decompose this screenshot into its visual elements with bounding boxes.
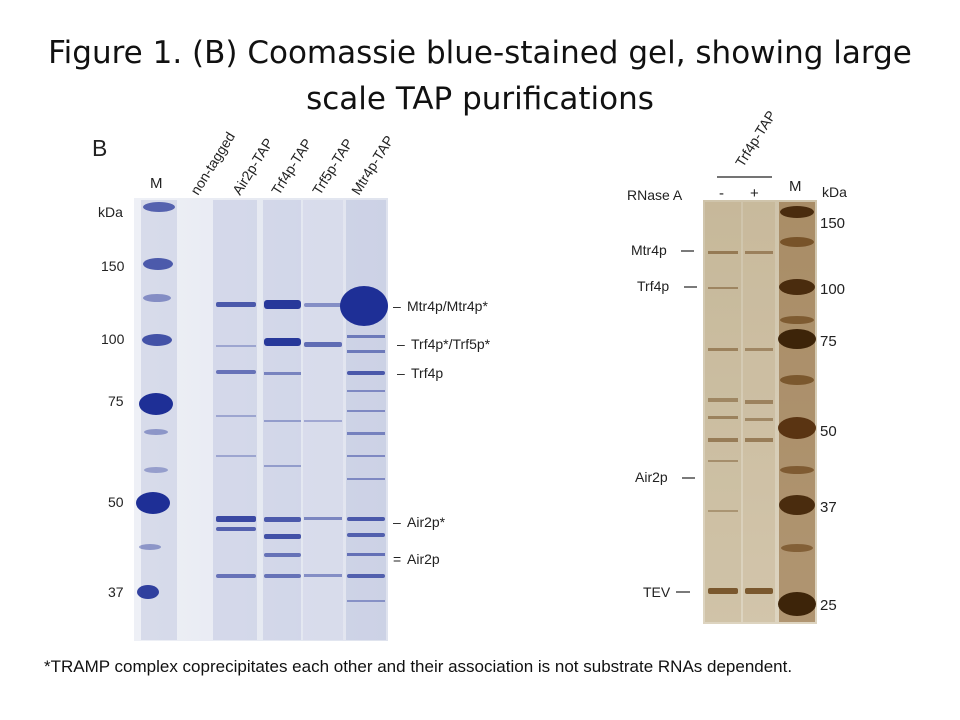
- construct-label: Trf4p-TAP: [732, 108, 779, 170]
- lane-label-mtr4p-tap: Mtr4p-TAP: [348, 133, 397, 198]
- band-dash: –: [393, 298, 401, 314]
- kda-unit-label: kDa: [98, 204, 123, 220]
- band-dash: =: [393, 551, 401, 567]
- lane-plus-label: +: [750, 185, 759, 202]
- mw-tick: 50: [108, 494, 124, 510]
- mw-tick: 150: [820, 215, 845, 232]
- mw-tick: 37: [820, 499, 837, 516]
- mw-tick: 150: [101, 258, 125, 274]
- band-label-mtr4p: Mtr4p: [631, 242, 667, 258]
- mw-tick: 75: [820, 333, 837, 350]
- band-label-trf4p: Trf4p: [637, 278, 669, 294]
- coomassie-lanes: [136, 200, 388, 640]
- kda-unit-label-right: kDa: [822, 184, 847, 200]
- marker-lane-label: M: [150, 175, 163, 192]
- mw-ticks-right: 150 100 75 50 37 25: [820, 215, 845, 614]
- mw-tick: 37: [108, 584, 124, 600]
- marker-lane-label-right: M: [789, 178, 802, 195]
- panel-label: B: [92, 135, 107, 161]
- mw-tick: 75: [108, 393, 124, 409]
- band-label-trf4p: Trf4p: [411, 365, 443, 381]
- band-dash: –: [393, 514, 401, 530]
- treatment-label: RNase A: [627, 187, 683, 203]
- lane-minus-label: -: [719, 185, 724, 202]
- mw-tick: 25: [820, 597, 837, 614]
- mw-tick: 100: [820, 281, 845, 298]
- silver-lanes: [705, 202, 816, 622]
- band-label-trf4p-star: Trf4p*/Trf5p*: [411, 336, 491, 352]
- band-label-tev: TEV: [643, 584, 671, 600]
- band-label-air2p-star: Air2p*: [407, 514, 446, 530]
- band-label-air2p: Air2p: [635, 469, 668, 485]
- band-label-mtr4p: Mtr4p/Mtr4p*: [407, 298, 488, 314]
- band-label-air2p: Air2p: [407, 551, 440, 567]
- slide-title: Figure 1. (B) Coomassie blue-stained gel…: [48, 35, 912, 117]
- mw-tick: 100: [101, 331, 125, 347]
- band-labels-right: Mtr4p Trf4p Air2p TEV: [631, 242, 697, 600]
- band-dash: –: [397, 336, 405, 352]
- figure-caption: *TRAMP complex coprecipitates each other…: [44, 657, 793, 676]
- band-labels-left: – Mtr4p/Mtr4p* – Trf4p*/Trf5p* – Trf4p –…: [393, 298, 491, 567]
- mw-tick: 50: [820, 423, 837, 440]
- band-dash: –: [397, 365, 405, 381]
- mw-ticks-left: 150 100 75 50 37: [101, 258, 125, 600]
- lane-labels: non-tagged Air2p-TAP Trf4p-TAP Trf5p-TAP…: [187, 129, 397, 198]
